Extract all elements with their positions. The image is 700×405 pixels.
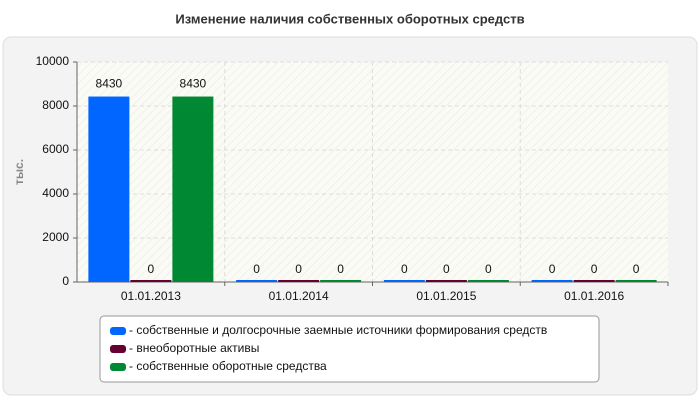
bar: [320, 280, 362, 282]
x-tick-label: 01.01.2016: [564, 289, 624, 303]
value-label: 0: [401, 262, 408, 276]
y-tick-label: 10000: [36, 54, 70, 68]
legend-label: - собственные оборотные средства: [129, 359, 327, 373]
chart-title: Изменение наличия собственных оборотных …: [175, 11, 524, 26]
y-tick-label: 4000: [42, 186, 69, 200]
x-tick-label: 01.01.2015: [416, 289, 476, 303]
bar: [467, 280, 509, 282]
value-label: 0: [633, 262, 640, 276]
bar: [425, 280, 467, 282]
bar: [615, 280, 657, 282]
plot-area: [77, 62, 668, 282]
value-label: 0: [148, 262, 155, 276]
bar: [130, 280, 172, 282]
y-axis-label: тыс.: [12, 159, 26, 185]
legend-marker: [110, 345, 126, 353]
bar: [531, 280, 573, 282]
x-tick-label: 01.01.2013: [121, 289, 181, 303]
value-label: 0: [549, 262, 556, 276]
legend: [99, 315, 600, 383]
value-label: 0: [295, 262, 302, 276]
value-label: 8430: [180, 77, 207, 91]
legend-label: - внеоборотные активы: [129, 341, 259, 355]
value-label: 0: [253, 262, 260, 276]
bar: [573, 280, 615, 282]
bar: [172, 96, 214, 282]
y-tick-label: 8000: [42, 98, 69, 112]
y-tick-label: 0: [62, 274, 69, 288]
value-label: 8430: [96, 77, 123, 91]
bar: [278, 280, 320, 282]
bar: [236, 280, 278, 282]
value-label: 0: [485, 262, 492, 276]
x-tick-label: 01.01.2014: [269, 289, 329, 303]
legend-marker: [110, 363, 126, 371]
y-tick-label: 6000: [42, 142, 69, 156]
bar: [383, 280, 425, 282]
value-label: 0: [443, 262, 450, 276]
y-tick-label: 2000: [42, 230, 69, 244]
bar: [88, 96, 130, 282]
value-label: 0: [591, 262, 598, 276]
value-label: 0: [337, 262, 344, 276]
legend-label: - собственные и долгосрочные заемные ист…: [129, 323, 547, 337]
legend-marker: [110, 327, 126, 335]
